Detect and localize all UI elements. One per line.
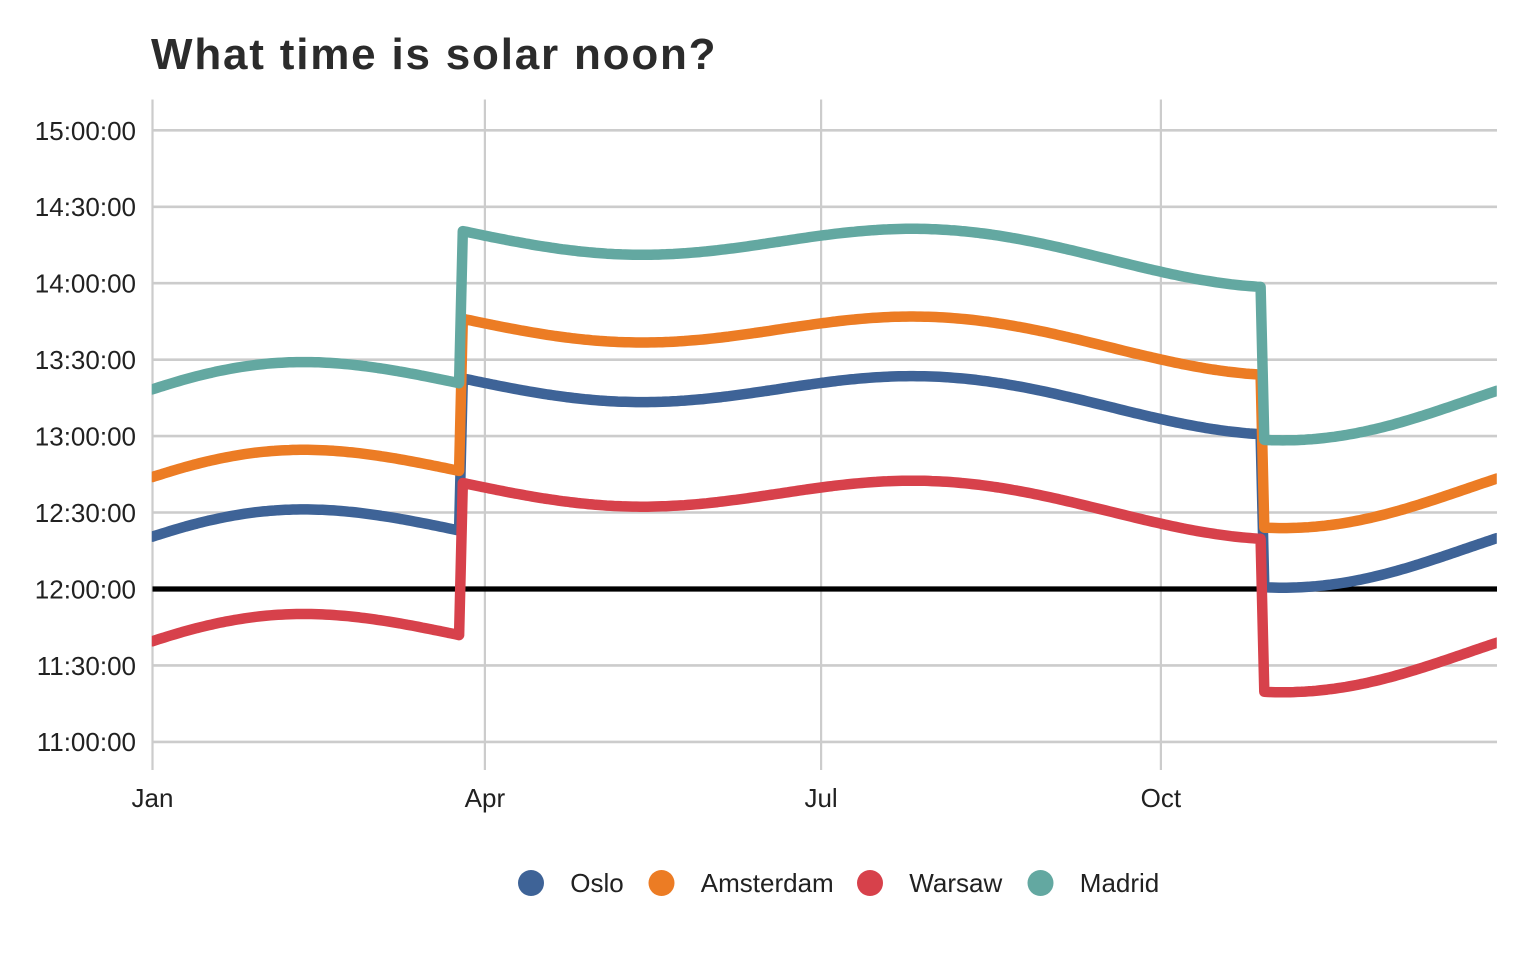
svg-text:15:00:00: 15:00:00 bbox=[35, 116, 136, 146]
svg-text:13:00:00: 13:00:00 bbox=[35, 422, 136, 452]
svg-text:Apr: Apr bbox=[465, 783, 506, 813]
svg-text:Jul: Jul bbox=[804, 783, 837, 813]
svg-text:Warsaw: Warsaw bbox=[909, 868, 1002, 898]
svg-text:Jan: Jan bbox=[132, 783, 174, 813]
svg-text:11:30:00: 11:30:00 bbox=[37, 651, 136, 681]
svg-text:Madrid: Madrid bbox=[1080, 868, 1159, 898]
svg-text:Oslo: Oslo bbox=[570, 868, 623, 898]
svg-text:14:00:00: 14:00:00 bbox=[35, 269, 136, 299]
svg-text:What time is solar noon?: What time is solar noon? bbox=[151, 30, 717, 79]
svg-text:13:30:00: 13:30:00 bbox=[35, 345, 136, 375]
svg-text:12:30:00: 12:30:00 bbox=[35, 498, 136, 528]
svg-text:11:00:00: 11:00:00 bbox=[37, 727, 136, 757]
svg-text:14:30:00: 14:30:00 bbox=[35, 192, 136, 222]
svg-text:Amsterdam: Amsterdam bbox=[701, 868, 834, 898]
svg-text:12:00:00: 12:00:00 bbox=[35, 574, 136, 604]
svg-text:Oct: Oct bbox=[1141, 783, 1182, 813]
